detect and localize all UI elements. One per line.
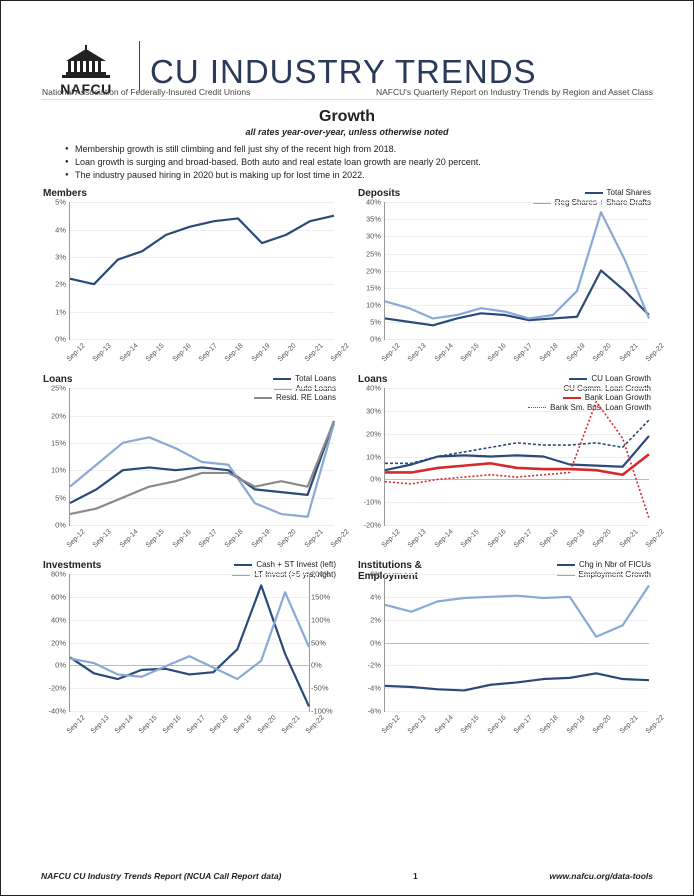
chart-institutions: Institutions &EmploymentChg in Nbr of FI… <box>356 560 653 736</box>
legend-label: Cash + ST Invest (left) <box>256 560 336 570</box>
page-title: CU INDUSTRY TRENDS <box>150 53 653 91</box>
title-block: CU INDUSTRY TRENDS National Association … <box>150 53 653 97</box>
section-subtitle: all rates year-over-year, unless otherwi… <box>41 127 653 137</box>
bullet-item: The industry paused hiring in 2020 but i… <box>65 169 653 182</box>
plot-area: 0%5%10%15%20%25%30%35%40%Sep-12Sep-13Sep… <box>384 202 649 340</box>
legend-label: Total Loans <box>295 374 336 384</box>
chart-investments: InvestmentsCash + ST Invest (left)LT Inv… <box>41 560 338 736</box>
plot-area: 0%5%10%15%20%25%Sep-12Sep-13Sep-14Sep-15… <box>69 388 334 526</box>
bullet-item: Loan growth is surging and broad-based. … <box>65 156 653 169</box>
org-line: National Association of Federally-Insure… <box>42 87 250 97</box>
masthead: NAFCU CU INDUSTRY TRENDS National Associ… <box>41 41 653 100</box>
plot-area: -6%-4%-2%0%2%4%6%Sep-12Sep-13Sep-14Sep-1… <box>384 574 649 712</box>
tagline: NAFCU's Quarterly Report on Industry Tre… <box>376 87 653 97</box>
footer-right: www.nafcu.org/data-tools <box>549 871 653 881</box>
section-title: Growth <box>41 108 653 126</box>
legend-label: Chg in Nbr of FICUs <box>579 560 651 570</box>
bullet-item: Membership growth is still climbing and … <box>65 143 653 156</box>
chart-grid: Members0%1%2%3%4%5%Sep-12Sep-13Sep-14Sep… <box>41 188 653 736</box>
footer: NAFCU CU Industry Trends Report (NCUA Ca… <box>41 871 653 881</box>
footer-page: 1 <box>413 871 418 881</box>
plot-area: -40%-20%0%20%40%60%80%-100%-50%0%50%100%… <box>69 574 310 712</box>
chart-loans-2: LoansCU Loan GrowthCU Comm. Loan GrowthB… <box>356 374 653 550</box>
bullet-list: Membership growth is still climbing and … <box>65 143 653 182</box>
legend-label: CU Loan Growth <box>591 374 651 384</box>
chart-loans-1: LoansTotal LoansAuto LoansResid. RE Loan… <box>41 374 338 550</box>
divider <box>139 41 140 91</box>
chart-deposits: DepositsTotal SharesReg Shares + Share D… <box>356 188 653 364</box>
legend-label: Total Shares <box>607 188 651 198</box>
plot-area: -20%-10%0%10%20%30%40%Sep-12Sep-13Sep-14… <box>384 388 649 526</box>
capitol-icon <box>56 43 116 83</box>
footer-left: NAFCU CU Industry Trends Report (NCUA Ca… <box>41 871 281 881</box>
plot-area: 0%1%2%3%4%5%Sep-12Sep-13Sep-14Sep-15Sep-… <box>69 202 334 340</box>
chart-members: Members0%1%2%3%4%5%Sep-12Sep-13Sep-14Sep… <box>41 188 338 364</box>
